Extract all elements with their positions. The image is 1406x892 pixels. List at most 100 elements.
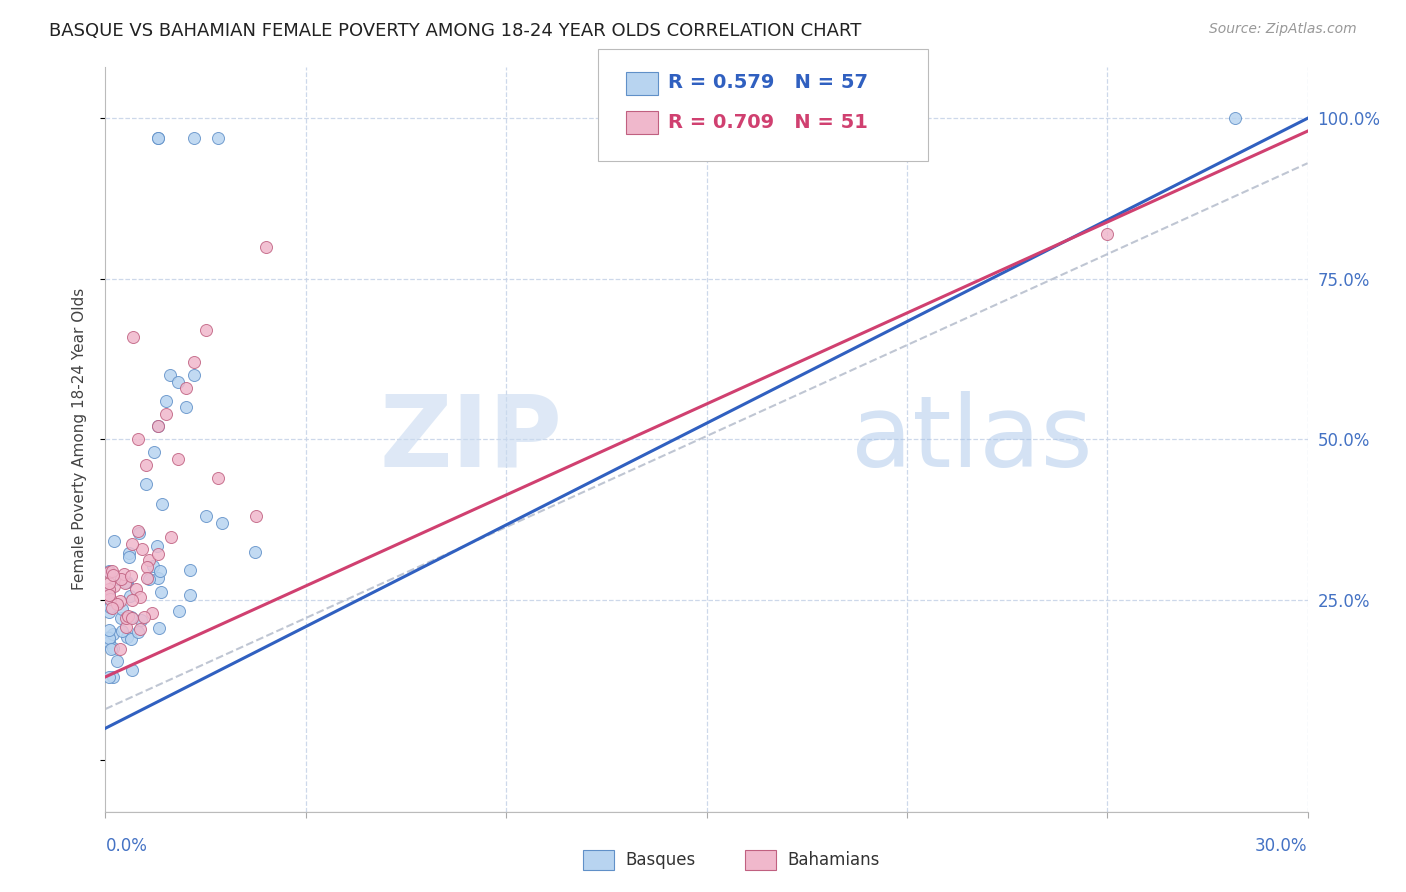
Point [98,584,121,599]
Point [207,471,229,485]
Point [98,624,121,638]
Point [100,641,122,656]
Point [120,590,142,604]
Point [146,130,169,145]
Point [134,610,156,624]
Point [148,621,170,635]
Text: 30.0%: 30.0% [1256,837,1308,855]
Point [146,419,169,434]
Point [98,631,121,645]
Point [194,323,217,337]
Point [127,524,149,539]
Point [131,541,153,556]
Point [103,579,125,593]
Point [254,240,277,254]
Point [148,547,170,561]
Point [101,627,124,641]
Point [103,567,125,582]
Point [150,584,173,599]
Point [108,641,131,656]
Y-axis label: Female Poverty Among 18-24 Year Olds: Female Poverty Among 18-24 Year Olds [72,288,87,591]
Point [100,600,122,615]
Point [98,564,121,578]
Point [98,591,121,606]
Point [128,623,150,637]
Point [166,375,188,389]
Point [115,620,138,634]
Point [100,564,122,578]
Point [105,654,128,668]
Point [118,546,141,560]
Point [120,569,142,583]
Point [128,590,150,604]
Point [174,381,197,395]
Point [103,533,125,548]
Point [150,496,173,510]
Point [141,559,163,574]
Point [98,582,121,596]
Point [110,594,132,608]
Point [118,550,141,565]
Point [105,597,128,611]
Point [179,563,201,577]
Point [115,575,138,590]
Point [98,565,121,579]
Point [1097,227,1119,241]
Point [114,575,136,590]
Point [121,663,143,677]
Point [148,572,170,586]
Point [127,624,149,639]
Point [98,630,121,644]
Point [101,640,124,655]
Point [141,607,163,621]
Point [115,574,138,589]
Text: BASQUE VS BAHAMIAN FEMALE POVERTY AMONG 18-24 YEAR OLDS CORRELATION CHART: BASQUE VS BAHAMIAN FEMALE POVERTY AMONG … [49,22,862,40]
Point [211,516,233,531]
Point [136,571,159,585]
Point [121,537,143,551]
Point [179,588,201,602]
Point [155,407,177,421]
Point [98,591,121,605]
Point [125,582,148,597]
Text: Basques: Basques [626,851,696,869]
Point [129,613,152,627]
Point [117,630,139,644]
Point [138,572,160,586]
Point [110,602,132,616]
Point [128,525,150,540]
Point [122,329,145,343]
Point [98,575,121,590]
Point [103,670,125,684]
Point [194,509,217,524]
Point [98,669,121,683]
Text: R = 0.709   N = 51: R = 0.709 N = 51 [668,112,868,132]
Point [146,130,169,145]
Point [167,604,190,618]
Point [127,433,149,447]
Point [138,553,160,567]
Text: 0.0%: 0.0% [105,837,148,855]
Point [98,605,121,619]
Point [110,573,132,587]
Point [120,632,142,646]
Text: ZIP: ZIP [380,391,562,488]
Point [135,477,157,491]
Point [183,130,205,145]
Point [207,130,229,145]
Point [1225,112,1247,126]
Point [174,401,197,415]
Point [183,368,205,383]
Point [135,458,157,472]
Point [166,451,188,466]
Point [183,355,205,369]
Point [121,592,143,607]
Point [101,600,124,615]
Point [105,572,128,586]
Point [114,611,136,625]
Point [149,564,172,578]
Text: atlas: atlas [851,391,1092,488]
Text: Bahamians: Bahamians [787,851,880,869]
Point [98,589,121,603]
Point [110,610,132,624]
